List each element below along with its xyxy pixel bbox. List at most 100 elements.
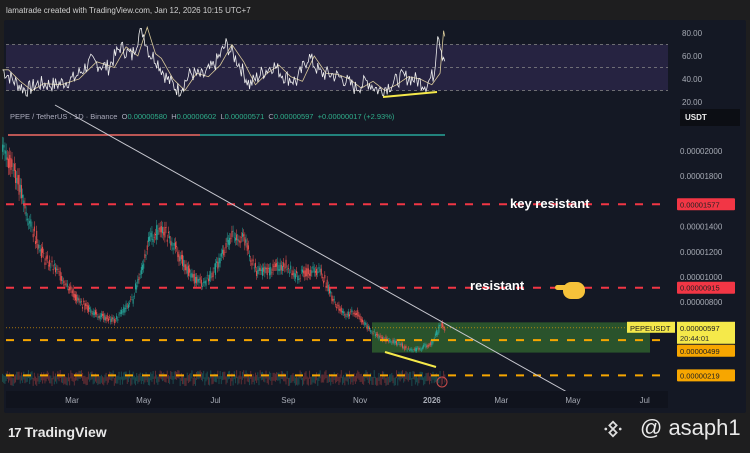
time-tick-label: May xyxy=(136,396,151,405)
last-price-label: 0.00000597 xyxy=(680,324,720,333)
volume-bar xyxy=(131,376,133,385)
candle xyxy=(226,237,228,243)
candle xyxy=(423,344,425,348)
candle xyxy=(50,266,52,268)
candle xyxy=(47,265,49,267)
volume-bar xyxy=(137,375,139,384)
candle xyxy=(75,294,77,301)
candle xyxy=(359,316,361,320)
candle xyxy=(306,268,308,277)
candle xyxy=(18,174,20,195)
candle xyxy=(321,277,323,278)
price-tag-label: 0.00000499 xyxy=(680,347,720,356)
volume-bar xyxy=(213,373,215,382)
volume-bar xyxy=(190,373,192,382)
volume-bar xyxy=(98,375,100,384)
volume-bar xyxy=(105,372,107,381)
candle xyxy=(70,285,72,290)
candle xyxy=(399,344,401,346)
candle xyxy=(207,278,209,282)
price-tick-label: 0.00002000 xyxy=(680,147,723,156)
candle xyxy=(311,270,313,274)
candle xyxy=(364,321,366,326)
volume-bar xyxy=(111,372,113,381)
low-value: 0.00000571 xyxy=(224,112,265,121)
candle xyxy=(84,303,86,310)
candle xyxy=(307,268,309,275)
volume-bar xyxy=(405,371,407,380)
candle xyxy=(65,283,67,285)
candle xyxy=(407,347,409,349)
volume-bar xyxy=(180,372,182,381)
candle xyxy=(27,223,29,225)
volume-bar xyxy=(287,377,289,386)
volume-bar xyxy=(306,376,308,385)
volume-bar xyxy=(31,371,33,380)
candle xyxy=(285,259,287,268)
candle xyxy=(386,338,388,340)
volume-bar xyxy=(191,370,193,379)
author-handle: @ asaph1 xyxy=(640,415,741,440)
volume-bar xyxy=(75,372,77,381)
candle xyxy=(291,273,293,276)
candle xyxy=(252,259,254,262)
volume-bar xyxy=(84,375,86,384)
volume-bar xyxy=(123,372,125,381)
candle xyxy=(345,315,347,318)
volume-bar xyxy=(365,370,367,379)
candle xyxy=(234,237,236,241)
price-tag xyxy=(677,281,735,294)
volume-bar xyxy=(64,375,66,384)
volume-bar xyxy=(51,377,53,386)
candle xyxy=(211,276,213,278)
volume-bar xyxy=(329,373,331,382)
candle xyxy=(79,301,81,304)
volume-bar xyxy=(291,374,293,383)
candle xyxy=(85,303,87,306)
volume-bar xyxy=(67,373,69,382)
candle xyxy=(191,272,193,278)
candle xyxy=(217,261,219,269)
chart-credit: lamatrade created with TradingView.com, … xyxy=(6,6,251,15)
symbol-name[interactable]: PEPE / TetherUS · 1D · Binance xyxy=(10,112,118,121)
volume-bar xyxy=(66,377,68,386)
candle xyxy=(67,289,69,291)
volume-bar xyxy=(152,371,154,380)
candle xyxy=(279,262,281,271)
volume-bar xyxy=(177,370,179,379)
volume-bar xyxy=(87,371,89,380)
volume-bar xyxy=(206,371,208,380)
volume-bar xyxy=(146,374,148,383)
volume-bar xyxy=(203,370,205,379)
volume-bar xyxy=(52,371,54,380)
candle xyxy=(229,237,231,246)
volume-bar xyxy=(330,377,332,386)
volume-bar xyxy=(5,373,7,382)
candle xyxy=(193,273,195,284)
candle xyxy=(405,346,407,349)
time-tick-label: 2026 xyxy=(423,396,441,405)
volume-bar xyxy=(164,374,166,383)
volume-bar xyxy=(345,372,347,381)
candle xyxy=(438,325,440,333)
candle xyxy=(105,317,107,321)
candle xyxy=(152,239,154,242)
volume-bar xyxy=(340,370,342,379)
volume-bar xyxy=(412,371,414,380)
candle xyxy=(397,344,399,345)
candle xyxy=(129,303,131,305)
rsi-tick-label: 40.00 xyxy=(682,75,703,84)
candle xyxy=(63,281,65,283)
currency-button[interactable]: USDT xyxy=(680,109,740,126)
candle xyxy=(176,245,178,248)
volume-bar xyxy=(256,375,258,384)
candle xyxy=(123,307,125,313)
candle xyxy=(91,313,93,314)
candle xyxy=(245,239,247,243)
volume-bar xyxy=(151,373,153,382)
candle xyxy=(73,293,75,298)
logo-mark: 17 xyxy=(8,425,22,440)
volume-bar xyxy=(437,377,439,386)
volume-bar xyxy=(239,371,241,380)
